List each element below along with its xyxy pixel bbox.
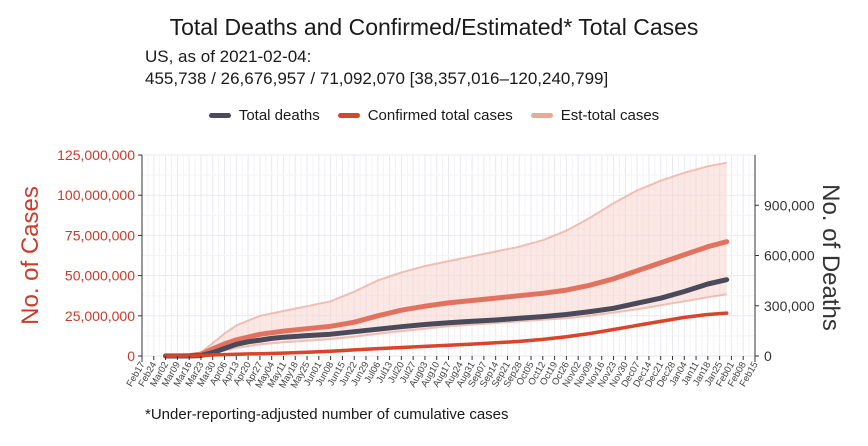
legend-swatch-confirmed xyxy=(337,113,360,118)
legend-item-est: Est-total cases xyxy=(530,107,660,124)
y-axis-title-right: No. of Deaths xyxy=(817,184,844,331)
legend-label-confirmed: Confirmed total cases xyxy=(367,107,513,124)
left-tick-label: 100,000,000 xyxy=(57,187,135,203)
left-tick-label: 0 xyxy=(127,348,135,364)
legend-swatch-deaths xyxy=(208,113,231,118)
right-tick-label: 900,000 xyxy=(764,197,815,213)
chart-legend: Total deaths Confirmed total cases Est-t… xyxy=(0,107,868,124)
chart-subtitle: US, as of 2021-02-04: 455,738 / 26,676,9… xyxy=(145,46,608,90)
legend-item-confirmed: Confirmed total cases xyxy=(337,107,513,124)
chart-title: Total Deaths and Confirmed/Estimated* To… xyxy=(169,14,699,40)
subtitle-line-2: 455,738 / 26,676,957 / 71,092,070 [38,35… xyxy=(145,69,609,88)
legend-item-deaths: Total deaths xyxy=(208,107,320,124)
series-line-est-total-cases xyxy=(163,239,730,359)
legend-label-est: Est-total cases xyxy=(560,107,660,124)
right-tick-label: 0 xyxy=(764,348,772,364)
series-line-confirmed-total-cases xyxy=(163,311,729,358)
left-tick-label: 50,000,000 xyxy=(65,268,135,284)
right-tick-label: 600,000 xyxy=(764,248,815,264)
legend-label-deaths: Total deaths xyxy=(238,107,320,124)
left-tick-label: 25,000,000 xyxy=(65,308,135,324)
est-band-upper-line xyxy=(165,161,727,357)
legend-swatch-est xyxy=(530,113,553,118)
right-tick-label: 300,000 xyxy=(764,298,815,314)
chart-caption: *Under-reporting-adjusted number of cumu… xyxy=(145,406,509,423)
left-tick-label: 75,000,000 xyxy=(65,227,135,243)
y-axis-title-left: No. of Cases xyxy=(17,186,44,325)
series-line-total-deaths xyxy=(163,277,730,359)
left-tick-label: 125,000,000 xyxy=(57,147,135,163)
est-band-area xyxy=(165,162,727,356)
subtitle-line-1: US, as of 2021-02-04: xyxy=(145,47,312,66)
